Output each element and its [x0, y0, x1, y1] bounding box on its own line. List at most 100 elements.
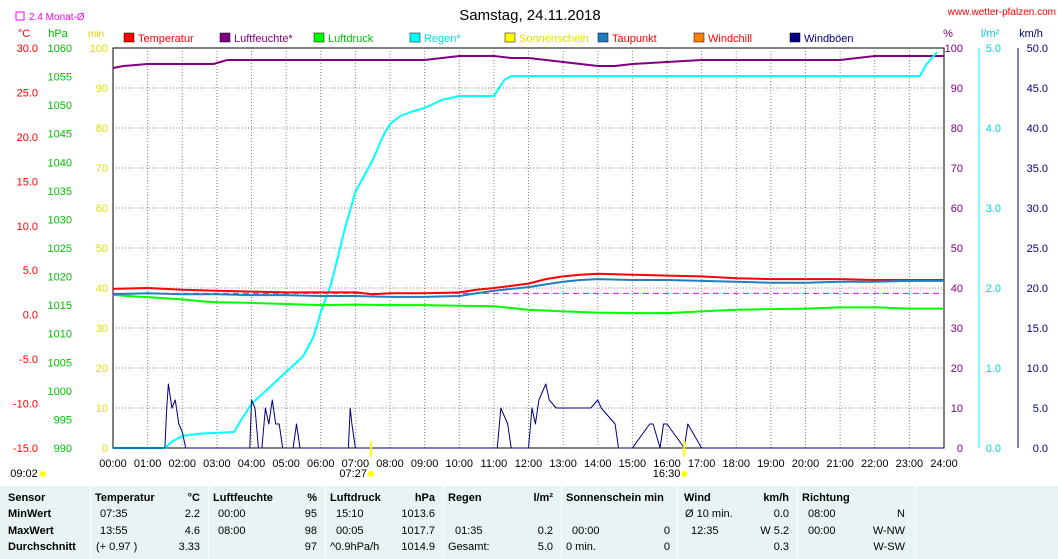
x-tick-label: 24:00 [930, 458, 958, 470]
max-rain-time: 01:35 [455, 525, 483, 537]
pressure-tick-label: 1060 [48, 43, 72, 55]
pressure-tick-label: 1025 [48, 243, 72, 255]
x-tick-label: 07:00 [342, 458, 370, 470]
humidity-tick-label: 70 [951, 163, 963, 175]
wind-tick-label: 15.0 [1027, 323, 1048, 335]
humidity-tick-label: 100 [945, 43, 963, 55]
rain-tick-label: 5.0 [986, 43, 1001, 55]
x-tick-label: 00:00 [99, 458, 127, 470]
series-line [112, 272, 944, 296]
header-rain-unit: l/m² [533, 492, 553, 504]
pressure-tick-label: 1035 [48, 186, 72, 198]
legend-label: Windböen [804, 33, 854, 45]
pressure-tick-label: 1030 [48, 214, 72, 226]
legend-label: Sonnenschein [519, 33, 589, 45]
min-wind-val: 0.0 [773, 508, 789, 520]
x-tick-label: 05:00 [272, 458, 300, 470]
wind-axis-unit: km/h [1019, 28, 1043, 40]
table-row-avg: Durchschnitt (+ 0.97 ) 3.33 97 ^0.9hPa/h… [0, 541, 1058, 555]
avg-rain-val: 5.0 [537, 541, 553, 553]
x-tick-label: 03:00 [203, 458, 231, 470]
max-rain-val: 0.2 [537, 525, 553, 537]
sunshine-tick-label: 70 [96, 163, 108, 175]
sunshine-tick-label: 30 [96, 323, 108, 335]
rain-tick-label: 3.0 [986, 203, 1001, 215]
avg-label: Durchschnitt [8, 541, 76, 553]
x-tick-label: 14:00 [584, 458, 612, 470]
legend-swatch [504, 32, 516, 43]
sunset-time-label: 16:30 [653, 468, 681, 480]
weather-chart: Samstag, 24.11.2018 www.wetter-pfalzen.c… [10, 7, 1056, 480]
x-tick-label: 10:00 [445, 458, 473, 470]
max-hum-val: 98 [304, 525, 317, 537]
x-axis: 00:00 01:00 02:00 03:00 04:00 05:00 06:00 07:00… [10, 441, 958, 480]
max-temp-val: 4.6 [184, 525, 200, 537]
header-press: Luftdruck [330, 492, 381, 504]
max-sun-val: 0 [663, 525, 670, 537]
x-tick-label: 12:00 [515, 458, 543, 470]
x-tick-label: 06:00 [307, 458, 335, 470]
header-sun: Sonnenschein min [566, 492, 664, 504]
left-time-marker-label: 09:02 [10, 468, 38, 480]
header-wind-unit: km/h [763, 492, 789, 504]
temperature-tick-label: -5.0 [19, 354, 38, 366]
temperature-tick-label: 30.0 [17, 43, 38, 55]
sunshine-tick-label: 50 [96, 243, 108, 255]
x-tick-label: 21:00 [826, 458, 854, 470]
sunshine-tick-label: 40 [96, 283, 108, 295]
wind-tick-label: 25.0 [1027, 243, 1048, 255]
legend-label: Luftfeuchte* [234, 33, 293, 45]
header-wind: Wind [684, 492, 711, 504]
x-tick-label: 02:00 [168, 458, 196, 470]
legend-label: Taupunkt [612, 33, 657, 45]
x-tick-label: 15:00 [619, 458, 647, 470]
temperature-tick-label: 10.0 [17, 221, 38, 233]
wind-tick-label: 50.0 [1027, 43, 1048, 55]
avg-temp-val: 3.33 [178, 541, 200, 553]
temperature-tick-label: -10.0 [13, 399, 38, 411]
legend: Temperatur Luftfeuchte* Luftdruck Regen* Son… [123, 32, 854, 45]
x-tick-label: 23:00 [896, 458, 924, 470]
table-header-row: Sensor Temperatur °C Luftfeuchte % Luftd… [0, 492, 1058, 506]
temperature-tick-label: 15.0 [17, 176, 38, 188]
wind-tick-label: 5.0 [1033, 403, 1048, 415]
avg-sun-val: 0 [663, 541, 670, 553]
x-tick-label: 22:00 [861, 458, 889, 470]
chart-title: Samstag, 24.11.2018 [459, 7, 601, 24]
rain-tick-label: 4.0 [986, 123, 1001, 135]
temperature-tick-label: -15.0 [13, 443, 38, 455]
rain-tick-label: 2.0 [986, 283, 1001, 295]
pressure-tick-label: 1010 [48, 329, 72, 341]
pressure-axis-unit: hPa [48, 28, 68, 40]
avg-press-val: 1014.9 [401, 541, 435, 553]
legend-swatch [123, 32, 135, 43]
monthly-avg-marker [15, 11, 25, 21]
series-line [112, 278, 944, 298]
avg-sun-time: 0 min. [566, 541, 596, 553]
humidity-tick-label: 90 [951, 83, 963, 95]
pressure-tick-label: 990 [54, 443, 72, 455]
pressure-tick-label: 1050 [48, 100, 72, 112]
avg-temp-time: (+ 0.97 ) [96, 541, 138, 553]
legend-label: Temperatur [138, 33, 194, 45]
max-sun-time: 00:00 [572, 525, 600, 537]
min-dir-val: N [897, 508, 905, 520]
sunshine-tick-label: 100 [90, 43, 108, 55]
legend-swatch [597, 32, 609, 43]
min-wind-label: Ø 10 min. [685, 508, 733, 520]
sunset-icon [681, 471, 688, 477]
min-label: MinWert [8, 508, 52, 520]
sunshine-tick-label: 90 [96, 83, 108, 95]
plot-area [112, 47, 945, 449]
monthly-avg-label: 2.4 Monat-Ø [29, 12, 85, 23]
legend-swatch [219, 32, 231, 43]
legend-swatch [409, 32, 421, 43]
header-press-unit: hPa [414, 492, 435, 504]
wind-tick-label: 45.0 [1027, 83, 1048, 95]
pressure-tick-label: 1015 [48, 300, 72, 312]
header-temp-unit: °C [187, 492, 200, 504]
stats-table: Sensor Temperatur °C Luftfeuchte % Luftd… [0, 486, 1058, 559]
legend-label: Regen* [424, 33, 461, 45]
table-row-min: MinWert 07:35 2.2 00:00 95 15:10 1013.6 … [0, 508, 1058, 522]
avg-dir-val: W-SW [873, 541, 905, 553]
